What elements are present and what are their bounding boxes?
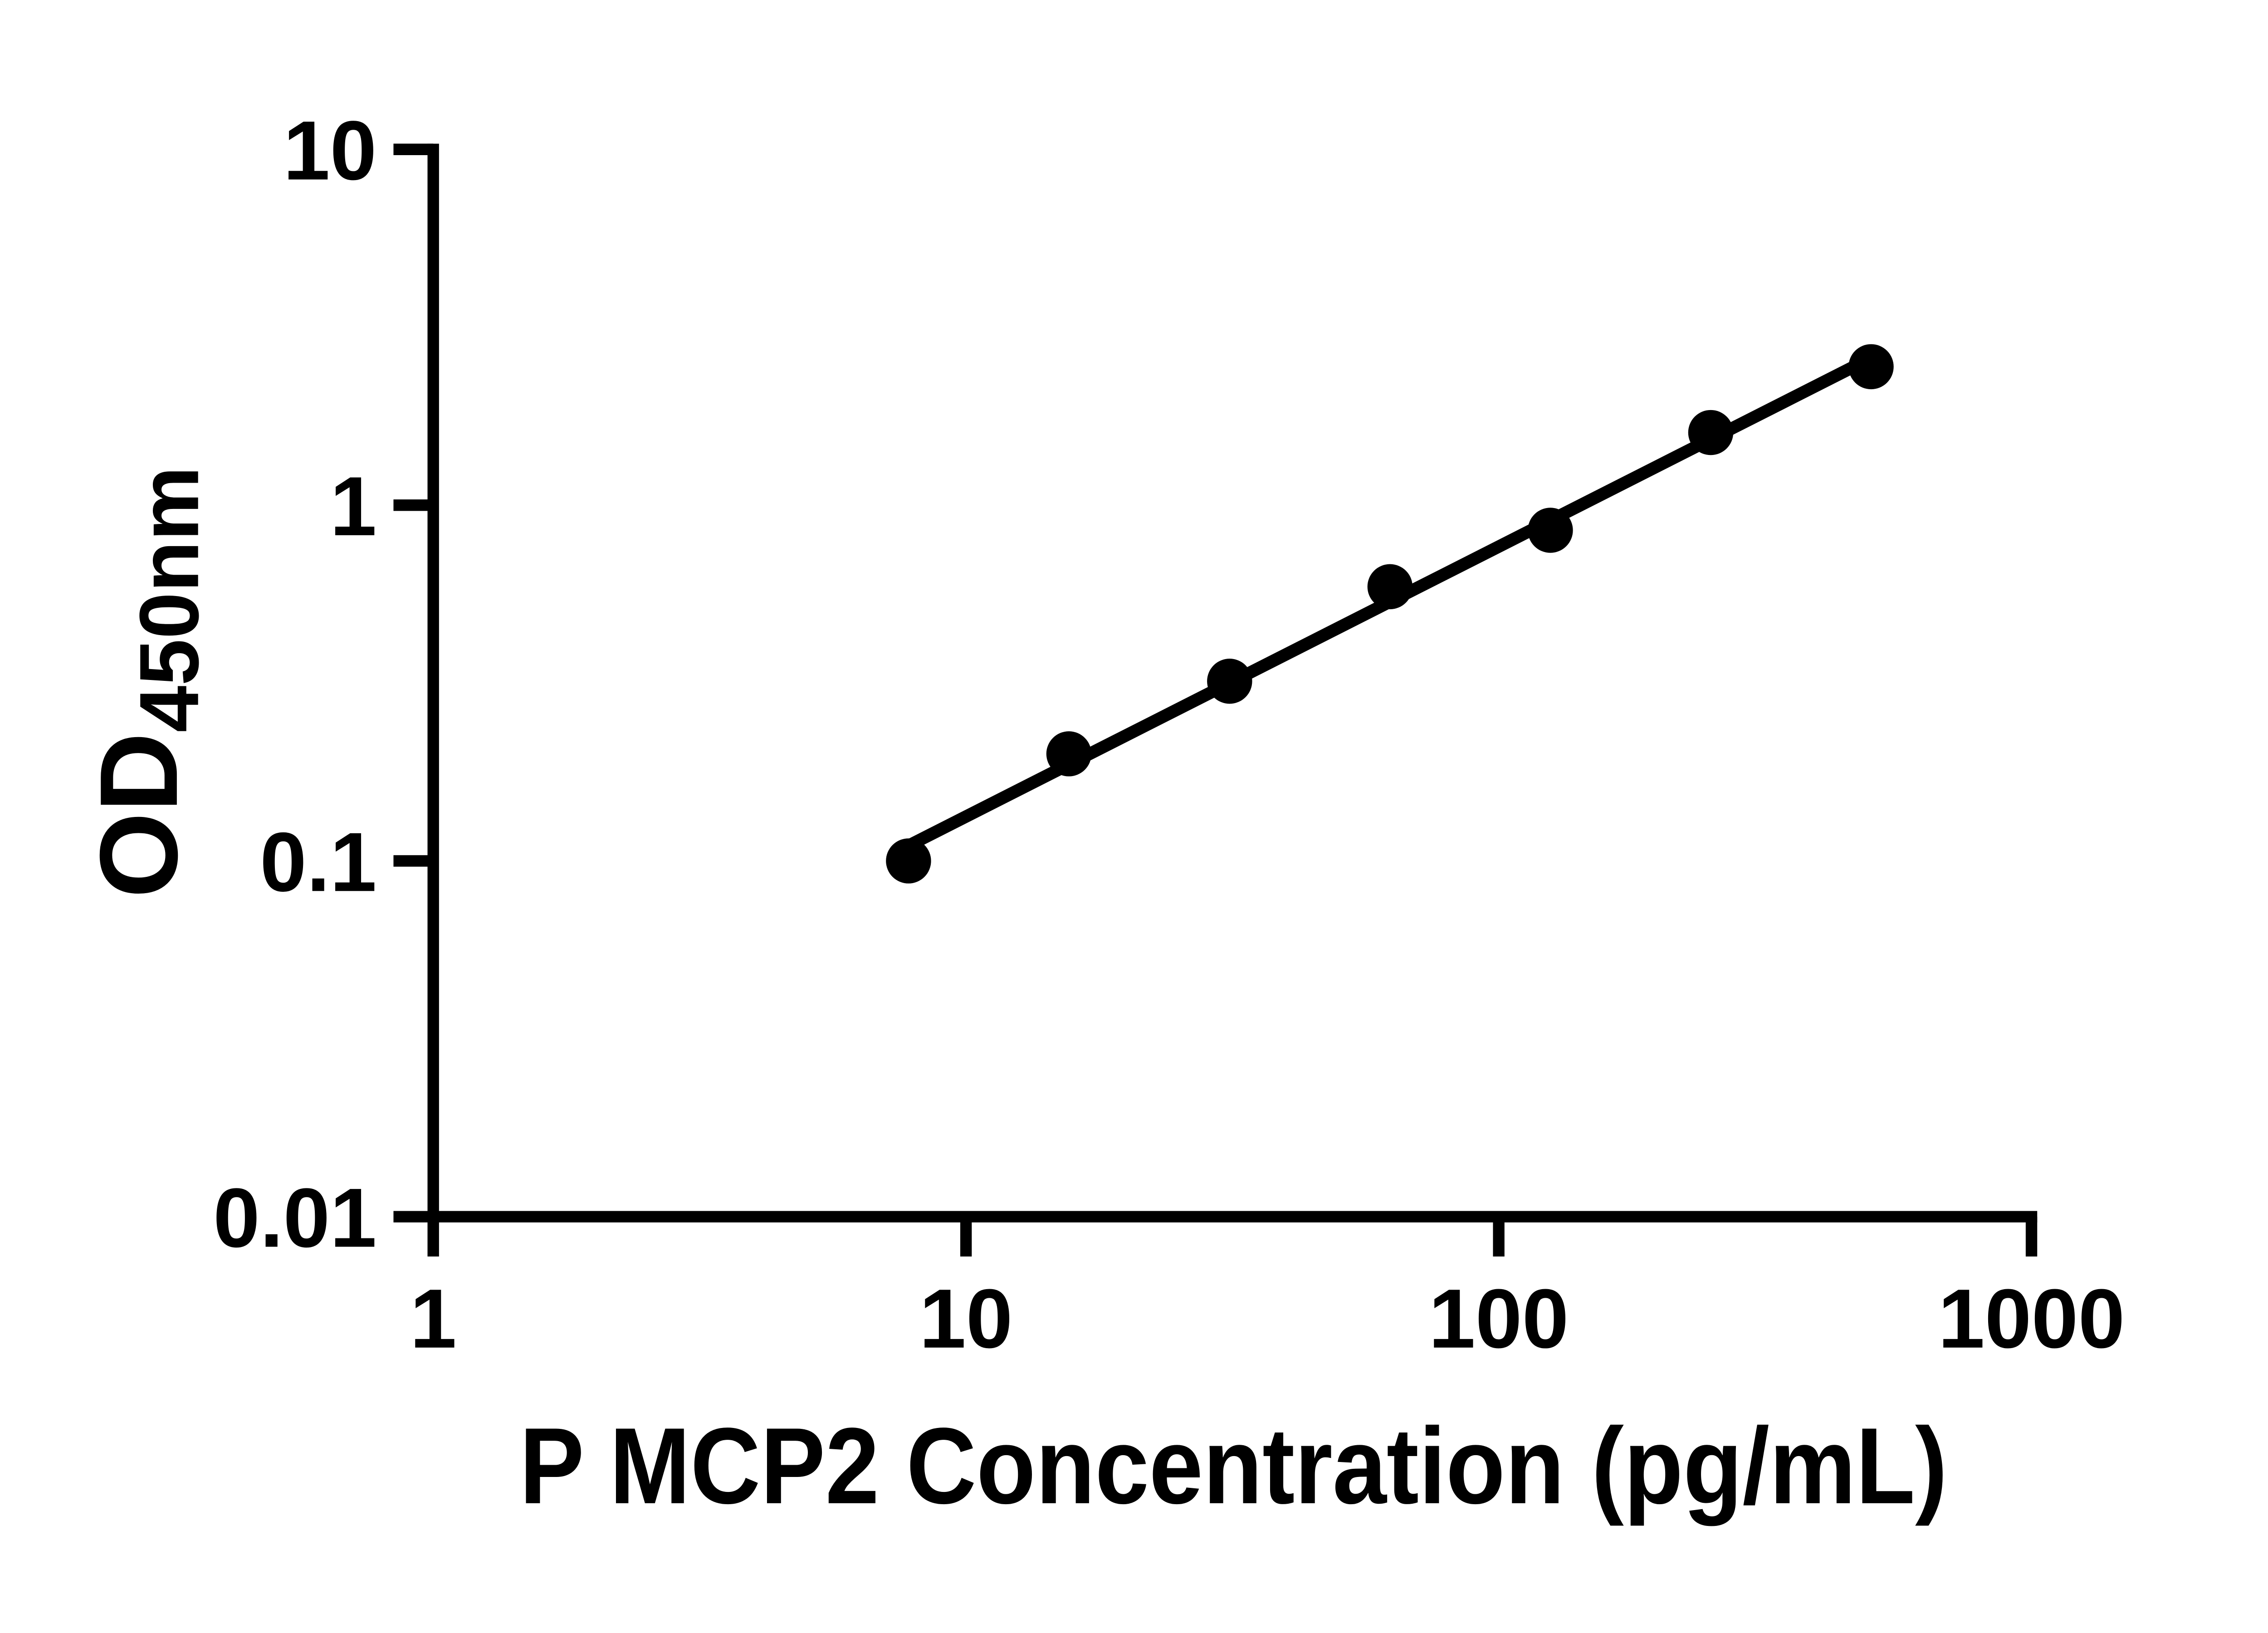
data-point <box>1688 410 1734 455</box>
x-tick-label-100: 100 <box>1429 1272 1569 1366</box>
data-point <box>1367 564 1413 610</box>
data-point <box>886 838 931 884</box>
y-axis-title-subscript: 450nm <box>122 466 216 733</box>
x-tick-label-1000: 1000 <box>1938 1272 2125 1366</box>
y-tick-label-10: 10 <box>283 104 376 198</box>
y-axis-title-main: OD <box>77 733 200 898</box>
data-point <box>1046 731 1092 777</box>
data-point <box>1528 508 1573 553</box>
elisa-standard-curve-figure: 10 1 0.1 0.01 1 10 100 1000 P MCP2 Concentratio… <box>76 103 2125 1526</box>
y-axis-title: OD450nm <box>77 466 216 898</box>
y-tick-label-0.01: 0.01 <box>213 1171 376 1265</box>
x-axis-title: P MCP2 Concentration (pg/mL) <box>519 1405 1947 1526</box>
y-tick-label-0.1: 0.1 <box>260 815 376 909</box>
data-point <box>1207 659 1252 704</box>
data-point <box>1848 344 1894 390</box>
x-tick-label-1: 1 <box>410 1272 457 1366</box>
y-tick-label-1: 1 <box>330 460 376 553</box>
elisa-standard-curve-chart: 10 1 0.1 0.01 1 10 100 1000 P MCP2 Concentratio… <box>77 104 2125 1526</box>
x-tick-label-10: 10 <box>919 1272 1013 1366</box>
plot-area: 10 1 0.1 0.01 1 10 100 1000 <box>213 104 2125 1366</box>
